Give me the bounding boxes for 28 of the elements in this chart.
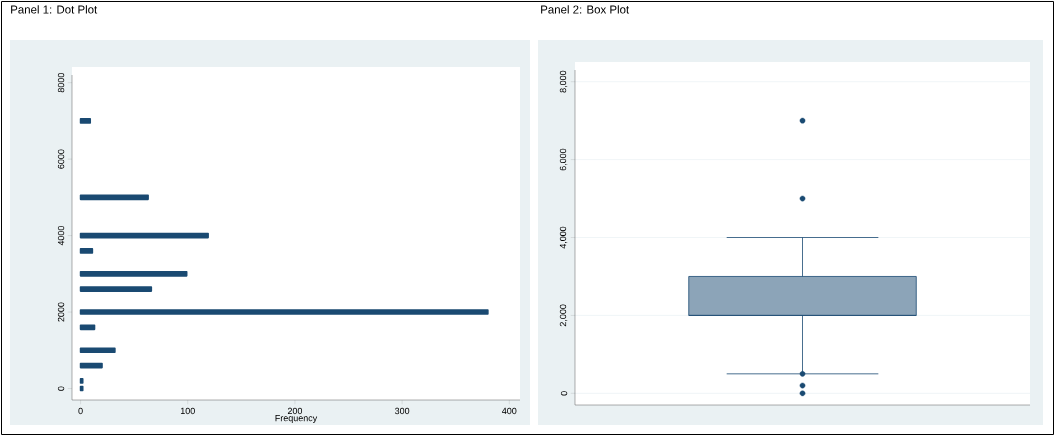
y-tick-label: 0 [560,391,568,396]
y-tick-label: 2000 [57,302,65,322]
x-tick-label: 100 [180,407,195,415]
chart-title: Panel 1: Dot Plot [11,5,98,14]
bar [79,118,92,124]
bar [79,286,153,292]
y-tick-label: 6000 [57,149,65,169]
chart-title: Panel 2: Box Plot [541,5,630,14]
y-tick-label: 4000 [57,225,65,246]
bar [79,362,103,369]
y-tick-label: 2,000 [559,304,568,327]
x-tick-label: 0 [78,407,83,415]
bar [79,309,489,315]
y-tick-label: 6,000 [559,148,568,171]
x-axis-title: Frequency [275,414,318,423]
x-tick-label: 300 [394,407,410,415]
bar [79,248,94,254]
y-tick-label: 8000 [57,73,65,93]
bar [79,385,84,392]
bar [79,271,188,277]
bar [79,378,84,384]
x-tick-label: 200 [287,407,303,415]
y-tick-label: 0 [57,386,65,391]
x-tick-label: 400 [502,407,517,415]
y-tick-label: 8,000 [559,70,568,93]
bar [79,194,149,201]
bar [79,347,116,354]
y-tick-label: 4,000 [559,226,568,249]
